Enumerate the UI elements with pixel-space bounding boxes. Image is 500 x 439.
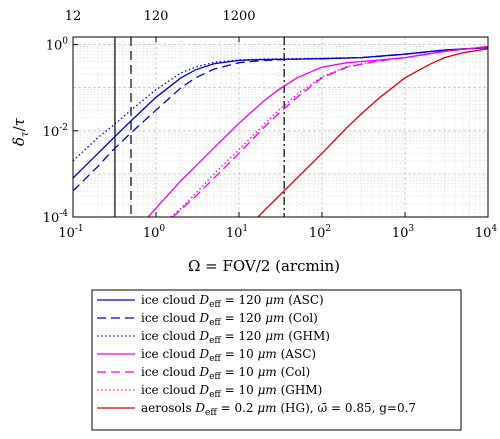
x-tick-labels: 10-1 100 101 102 103 104 <box>58 224 497 241</box>
legend: ice cloud Deff = 120 μm (ASC)ice cloud D… <box>97 293 416 418</box>
legend-entry-label: ice cloud Deff = 10 μm (GHM) <box>141 383 322 400</box>
top-tick-label: 120 <box>144 9 169 24</box>
series-line-5 <box>172 45 489 218</box>
top-tick-label: 12 <box>65 9 82 24</box>
legend-entry-label: ice cloud Deff = 10 μm (Col) <box>141 365 310 382</box>
y-axis-label: δτ/τ <box>10 117 31 146</box>
series-line-7 <box>257 48 489 218</box>
legend-entry-label: ice cloud Deff = 10 μm (ASC) <box>141 347 316 364</box>
minor-grid <box>73 37 488 217</box>
plot-frame <box>72 36 489 218</box>
x-tick-label: 102 <box>309 224 331 241</box>
legend-entry-label: ice cloud Deff = 120 μm (ASC) <box>141 293 324 310</box>
x-tick-label: 103 <box>392 224 415 241</box>
series-line-3 <box>72 46 489 162</box>
x-axis-label: Ω = FOV/2 (arcmin) <box>188 257 340 275</box>
y-tick-label: 100 <box>46 37 69 54</box>
legend-box <box>91 289 462 431</box>
series-line-6 <box>170 45 489 218</box>
reference-lines <box>114 37 285 217</box>
series-group <box>72 45 489 218</box>
axis-ticks <box>72 37 489 218</box>
x-tick-label: 10-1 <box>58 224 83 241</box>
y-tick-labels: 10-4 10-2 100 <box>43 37 69 226</box>
x-tick-label: 100 <box>143 224 166 241</box>
major-grid <box>72 37 489 218</box>
x-tick-label: 104 <box>475 224 498 241</box>
legend-entry-label: aerosols Deff = 0.2 μm (HG), ω̄ = 0.85, … <box>141 401 416 418</box>
x-tick-label: 101 <box>226 224 248 241</box>
y-tick-label: 10-2 <box>43 123 68 140</box>
y-tick-label: 10-4 <box>43 209 69 226</box>
top-tick-labels: 12 120 1200 <box>65 9 256 24</box>
series-line-2 <box>72 46 489 192</box>
legend-entry-label: ice cloud Deff = 120 μm (Col) <box>141 311 318 328</box>
top-tick-label: 1200 <box>222 9 255 24</box>
legend-entry-label: ice cloud Deff = 120 μm (GHM) <box>141 329 330 346</box>
